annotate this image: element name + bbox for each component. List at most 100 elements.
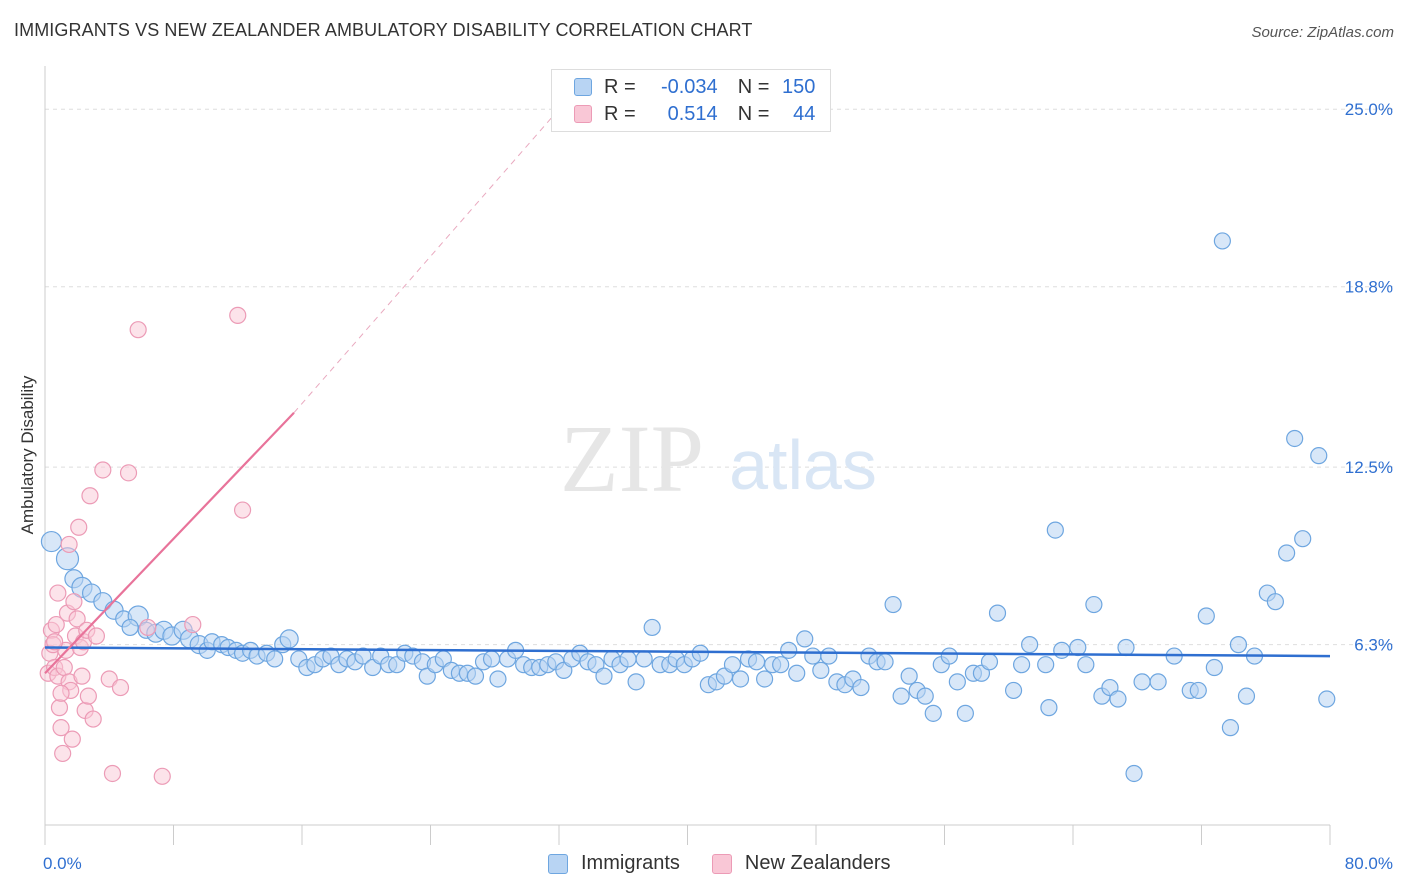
immigrants-point (1077, 656, 1095, 674)
new-zealanders-point (54, 744, 72, 763)
immigrants-point (892, 687, 910, 705)
immigrants-point (876, 653, 894, 671)
immigrants-point (595, 667, 613, 685)
immigrants-point (788, 664, 806, 682)
immigrants-point (988, 604, 1007, 622)
immigrants-point (1294, 530, 1312, 548)
immigrants-point (924, 704, 942, 722)
immigrants-point (1021, 636, 1039, 654)
new-zealanders-point (129, 321, 147, 339)
immigrants-point (1085, 595, 1103, 614)
immigrants-point (466, 667, 485, 685)
immigrants-point (1310, 447, 1328, 465)
new-zealanders-point (70, 518, 88, 536)
immigrants-point (1004, 681, 1023, 700)
legend-r-value-immigrants: -0.034 (660, 75, 718, 98)
immigrants-point (1053, 641, 1071, 659)
new-zealanders-point (153, 767, 171, 785)
new-zealanders-point (63, 730, 81, 748)
immigrants-point (1133, 673, 1151, 691)
immigrants-point (279, 629, 299, 649)
immigrants-point (1221, 719, 1240, 737)
immigrants-point (1318, 690, 1336, 708)
immigrants-point (40, 530, 63, 553)
immigrants-point (1197, 607, 1215, 625)
new-zealanders-point (87, 627, 106, 645)
new-zealanders-trend-extension (293, 108, 560, 414)
new-zealanders-point (81, 487, 99, 505)
new-zealanders-point (233, 501, 252, 519)
legend-r-value-new-zealanders: 0.514 (667, 102, 718, 125)
immigrants-point (916, 687, 934, 705)
y-tick-label: 12.5% (1345, 458, 1393, 477)
new-zealanders-point (47, 615, 65, 634)
grid-lines (45, 108, 1395, 646)
immigrants-point (1117, 638, 1135, 657)
immigrants-point (948, 673, 966, 691)
legend-row-immigrants: R = -0.034 N = 150 (552, 74, 815, 100)
immigrants-point (1037, 656, 1055, 674)
immigrants-point (1012, 656, 1031, 674)
immigrants-point (1125, 764, 1143, 783)
immigrants-point (747, 653, 766, 671)
legend-n-value-immigrants: 150 (782, 75, 816, 98)
immigrants-point (1286, 429, 1304, 448)
immigrants-point (820, 647, 838, 665)
new-zealanders-point (49, 584, 67, 602)
x-tick-label: 80.0% (1345, 854, 1393, 873)
legend-row-new-zealanders: R = 0.514 N = 44 (552, 101, 815, 127)
new-zealanders-point (103, 764, 122, 783)
series-label-immigrants: Immigrants (581, 852, 680, 874)
immigrants-point (1229, 636, 1248, 654)
immigrants-point (354, 647, 372, 665)
immigrants-point (1237, 687, 1256, 705)
new-zealanders-trend-line (44, 411, 295, 675)
immigrants-point (780, 641, 798, 659)
legend-n-value-new-zealanders: 44 (793, 102, 816, 125)
immigrants-point (1109, 690, 1127, 708)
immigrants-point (482, 650, 501, 668)
new-zealanders-points (39, 306, 252, 785)
immigrants-point (900, 667, 918, 685)
immigrants-trend-line (44, 646, 1331, 658)
legend-swatch-immigrants (574, 78, 592, 96)
trend-lines (44, 108, 1331, 675)
immigrants-point (772, 656, 790, 674)
new-zealanders-point (119, 464, 138, 482)
immigrants-point (1149, 673, 1167, 691)
new-zealanders-point (50, 699, 69, 717)
new-zealanders-point (184, 615, 202, 634)
new-zealanders-point (60, 535, 78, 554)
immigrants-point (619, 650, 637, 668)
immigrants-point (731, 670, 750, 688)
new-zealanders-point (94, 461, 112, 479)
immigrants-point (1213, 232, 1231, 250)
series-swatch-immigrants (548, 853, 568, 874)
series-legend: Immigrants New Zealanders (548, 852, 891, 875)
new-zealanders-point (111, 678, 130, 697)
new-zealanders-point (68, 610, 86, 628)
immigrants-point (121, 618, 139, 637)
y-tick-label: 25.0% (1345, 100, 1393, 119)
immigrants-point (1046, 521, 1064, 539)
immigrants-point (266, 650, 284, 668)
chart-title: IMMIGRANTS VS NEW ZEALANDER AMBULATORY D… (14, 20, 753, 40)
immigrants-point (956, 704, 974, 722)
legend-n-label: N = (737, 102, 770, 125)
immigrants-point (1040, 699, 1058, 717)
immigrants-point (1266, 593, 1284, 611)
immigrants-point (1189, 681, 1207, 700)
immigrants-point (723, 656, 742, 674)
immigrants-points (40, 232, 1336, 783)
new-zealanders-point (79, 687, 97, 705)
immigrants-point (796, 630, 814, 648)
new-zealanders-point (46, 633, 64, 651)
new-zealanders-point (229, 306, 247, 324)
legend-r-label: R = (604, 102, 636, 125)
immigrants-point (1278, 544, 1296, 562)
immigrants-point (812, 661, 830, 679)
immigrants-point (884, 595, 902, 614)
immigrants-point (691, 644, 709, 662)
immigrants-point (635, 650, 653, 668)
